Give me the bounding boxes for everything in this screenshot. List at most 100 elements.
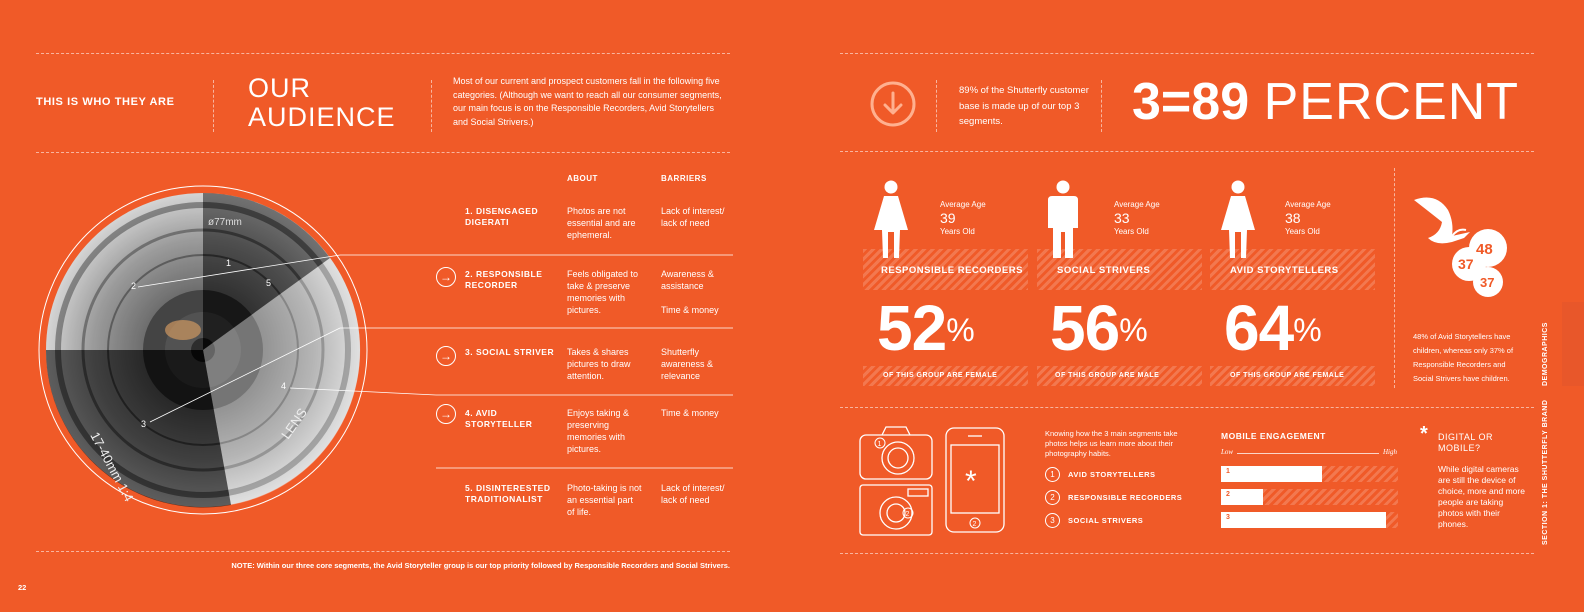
segment-2: [46, 193, 203, 350]
pct-sign: %: [1119, 312, 1147, 348]
list-num-3: 3: [1045, 513, 1060, 528]
divider: [213, 80, 214, 132]
list-num-1: 1: [1045, 467, 1060, 482]
pct-sign: %: [946, 312, 974, 348]
digital-text: While digital cameras are still the devi…: [1438, 464, 1525, 529]
top-divider-right: [840, 53, 1534, 54]
down-arrow-icon: [870, 81, 916, 127]
kicker: THIS IS WHO THEY ARE: [36, 96, 175, 108]
headline-percent: PERCENT: [1263, 73, 1520, 131]
side-tab-active[interactable]: [1562, 302, 1584, 386]
group-1-age: Average Age 39 Years Old: [940, 199, 986, 237]
bar-label-1: 1: [1226, 468, 1230, 475]
footer-divider-left: [36, 551, 730, 552]
header-divider-right: [840, 151, 1534, 152]
segment-barriers-4: Time & money: [661, 408, 719, 418]
female-icon: [874, 180, 908, 258]
age-label: Average Age: [1114, 200, 1160, 209]
lens-num-2: 2: [131, 281, 136, 291]
lens-num-5: 5: [266, 278, 271, 288]
lens-text-top: ø77mm: [208, 217, 242, 228]
camera-icons: 1 2 2 *: [859, 426, 1005, 536]
intro-text: Most of our current and prospect custome…: [453, 76, 722, 127]
divider: [431, 80, 432, 132]
page-number: 22: [18, 583, 27, 592]
group-2-pct: 56%: [1050, 296, 1148, 360]
age-unit: Years Old: [1114, 227, 1149, 236]
group-3-name: AVID STORYTELLERS: [1210, 249, 1375, 290]
mobile-title: MOBILE ENGAGEMENT: [1221, 431, 1326, 441]
pct-value: 64: [1224, 292, 1294, 364]
stork-num-37a: 37: [1458, 256, 1474, 272]
device-num-3: 2: [973, 521, 977, 528]
age-unit: Years Old: [940, 227, 975, 236]
asterisk-icon: *: [965, 465, 977, 498]
group-1-caption: OF THIS GROUP ARE FEMALE: [863, 366, 1028, 386]
age-value: 39: [940, 210, 956, 226]
bar-track: 3: [1221, 512, 1398, 528]
age-label: Average Age: [940, 200, 986, 209]
col-header-about: ABOUT: [567, 174, 598, 183]
bar-label-2: 2: [1226, 491, 1230, 498]
segment-label-1: 1. DISENGAGED DIGERATI: [465, 206, 539, 227]
arrow-right-icon: →: [436, 346, 456, 366]
habit-label-3: SOCIAL STRIVERS: [1068, 516, 1144, 525]
side-tab-section[interactable]: SECTION 1: THE SHUTTERFLY BRAND: [1542, 399, 1549, 545]
device-num-2: 2: [906, 511, 910, 518]
side-tab-demographics[interactable]: DEMOGRAPHICS: [1542, 322, 1549, 386]
age-unit: Years Old: [1285, 227, 1320, 236]
segment-barriers-2b: Time & money: [661, 305, 719, 315]
bar-fill-2: [1221, 489, 1264, 505]
group-2-age: Average Age 33 Years Old: [1114, 199, 1160, 237]
col-header-barriers: BARRIERS: [661, 174, 707, 183]
divider: [1394, 168, 1395, 388]
group-2-name: SOCIAL STRIVERS: [1037, 249, 1202, 290]
page-title: OUR AUDIENCE: [248, 74, 396, 132]
title-line1: OUR: [248, 73, 311, 103]
segment-about-1: Photos are not essential and are ephemer…: [567, 206, 636, 240]
segment-barriers-1: Lack of interest/ lack of need: [661, 206, 725, 228]
segment-barriers-2: Awareness & assistance: [661, 269, 714, 291]
headline: 3=89 PERCENT: [1132, 72, 1519, 132]
group-3-pct: 64%: [1224, 296, 1322, 360]
top-divider-left: [36, 53, 730, 54]
lens-outer-ring: [38, 185, 368, 515]
stat-text: 89% of the Shutterfly customer base is m…: [959, 85, 1089, 127]
segment-label-3: 3. SOCIAL STRIVER: [465, 347, 555, 357]
stork-text: 48% of Avid Storytellers have children, …: [1413, 332, 1514, 383]
female-icon: [1221, 180, 1255, 258]
pct-value: 56: [1050, 292, 1120, 364]
habit-label-1: AVID STORYTELLERS: [1068, 470, 1156, 479]
bar-fill-3: [1221, 512, 1386, 528]
stork-icon: 48 37 37: [1414, 197, 1507, 297]
group-3-caption: OF THIS GROUP ARE FEMALE: [1210, 366, 1375, 386]
segment-label-4: 4. AVID STORYTELLER: [465, 408, 533, 429]
stork-num-37b: 37: [1480, 275, 1494, 290]
high-label: High: [1383, 448, 1397, 456]
pct-value: 52: [877, 292, 947, 364]
group-2-caption: OF THIS GROUP ARE MALE: [1037, 366, 1202, 386]
digital-title: DIGITAL OR MOBILE?: [1438, 432, 1494, 453]
arrow-right-icon: →: [436, 404, 456, 424]
habits-intro: Knowing how the 3 main segments take pho…: [1045, 429, 1178, 458]
male-icon: [1048, 180, 1078, 258]
age-value: 38: [1285, 210, 1301, 226]
age-value: 33: [1114, 210, 1130, 226]
lens-num-1: 1: [226, 258, 231, 268]
list-num-2: 2: [1045, 490, 1060, 505]
asterisk-icon: *: [1420, 423, 1428, 445]
bar-track: 1: [1221, 466, 1398, 482]
group-3-age: Average Age 38 Years Old: [1285, 199, 1331, 237]
bar-label-3: 3: [1226, 514, 1230, 521]
title-line2: AUDIENCE: [248, 102, 396, 132]
divider: [1101, 80, 1102, 132]
segment-about-2: Feels obligated to take & preserve memor…: [567, 269, 639, 315]
header-divider-left: [36, 152, 730, 153]
segment-3: [45, 350, 232, 508]
lens-graphic: ø77mm 17-40mm 1:4 LENS 1 2 3 4 5: [38, 185, 368, 515]
segment-label-5: 5. DISINTERESTED TRADITIONALIST: [465, 483, 551, 504]
arrow-right-icon: →: [436, 267, 456, 287]
segment-about-3: Takes & shares pictures to draw attentio…: [567, 347, 631, 381]
bar-track: 2: [1221, 489, 1398, 505]
habit-label-2: RESPONSIBLE RECORDERS: [1068, 493, 1183, 502]
